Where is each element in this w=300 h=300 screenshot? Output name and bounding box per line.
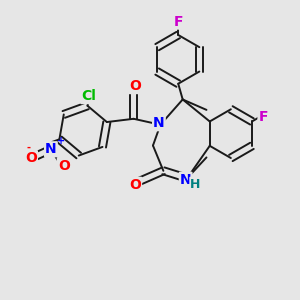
Text: +: + bbox=[57, 136, 65, 146]
Text: Cl: Cl bbox=[81, 89, 96, 103]
Text: F: F bbox=[174, 15, 184, 28]
Text: O: O bbox=[129, 79, 141, 93]
Text: -: - bbox=[26, 143, 30, 153]
Text: O: O bbox=[25, 151, 37, 165]
Text: H: H bbox=[190, 178, 201, 191]
Text: F: F bbox=[259, 110, 268, 124]
Text: O: O bbox=[58, 159, 70, 172]
Text: N: N bbox=[45, 142, 57, 156]
Text: N: N bbox=[153, 116, 165, 130]
Text: N: N bbox=[180, 173, 191, 187]
Text: O: O bbox=[129, 178, 141, 192]
